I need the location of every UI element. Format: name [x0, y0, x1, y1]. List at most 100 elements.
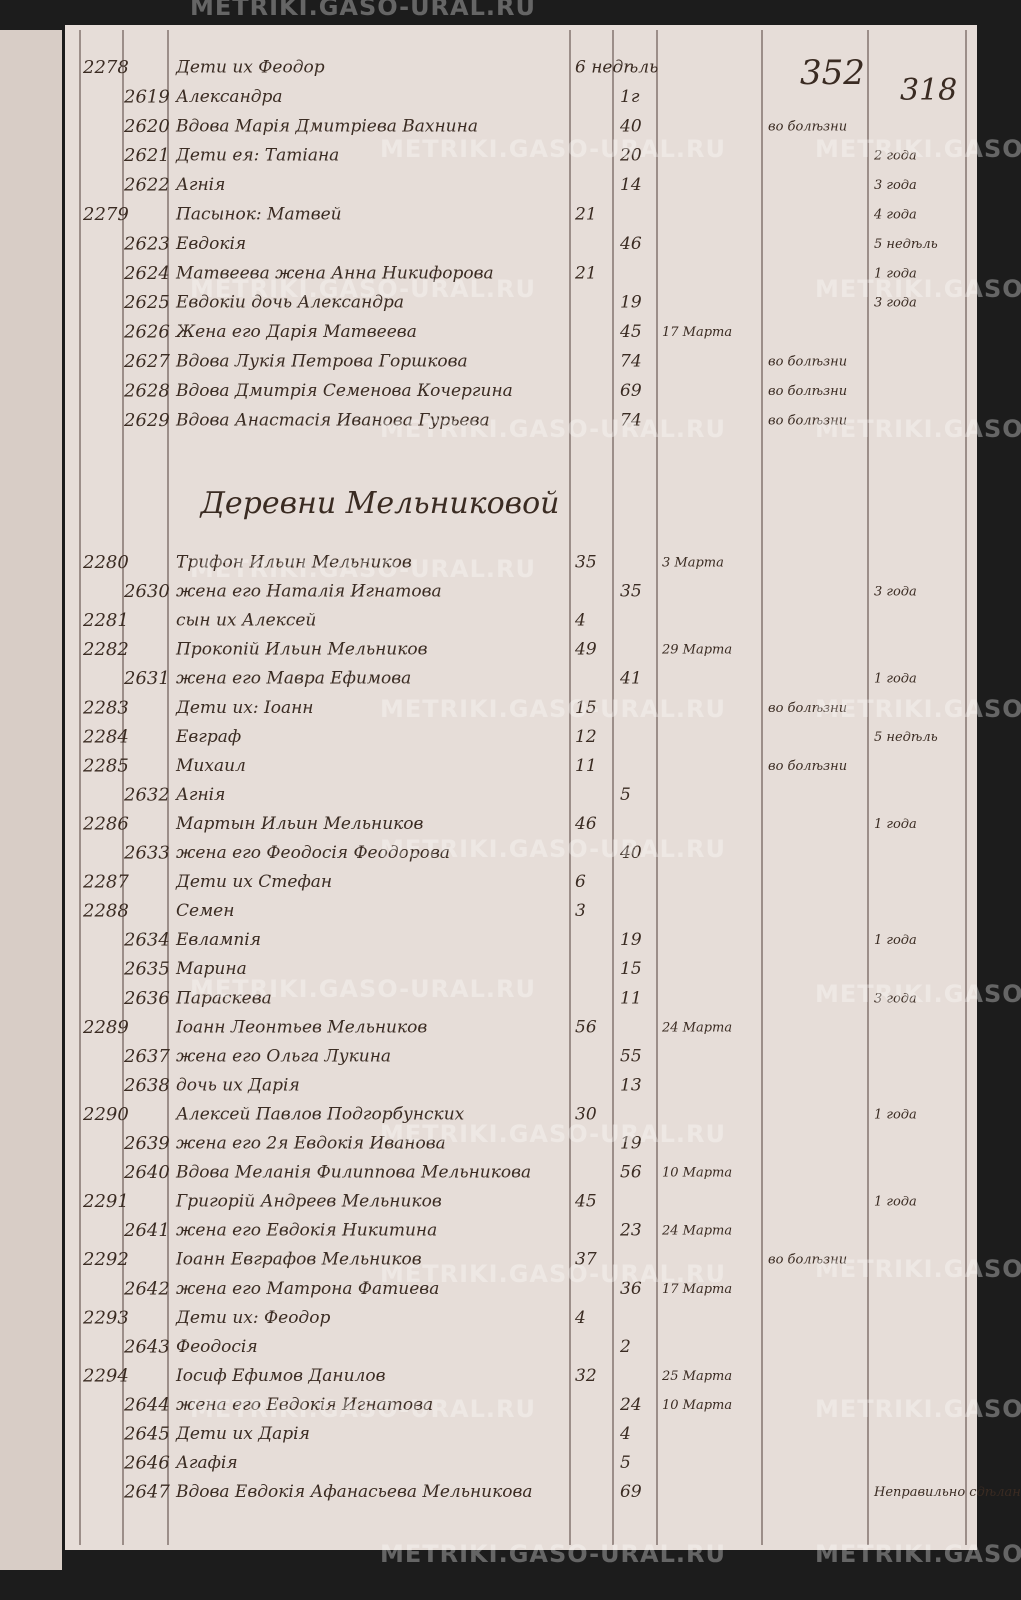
- cell-f-no: 2634: [123, 930, 170, 951]
- cell-f-no: 2624: [123, 263, 170, 284]
- cell-m-age: 56: [575, 1017, 597, 1037]
- cell-f-no: 2626: [123, 322, 170, 343]
- cell-f-no: 2619: [123, 86, 170, 107]
- cell-f-no: 2632: [123, 784, 170, 805]
- cell-note: во болѣзни: [768, 355, 847, 370]
- cell-f-age: 13: [620, 1075, 642, 1095]
- cell-f-no: 2646: [123, 1453, 170, 1474]
- cell-f-no: 2640: [123, 1162, 170, 1183]
- watermark: METRIKI.GASO-URAL.RU: [190, 0, 536, 21]
- cell-f-no: 2645: [123, 1424, 170, 1445]
- cell-note: во болѣзни: [768, 384, 847, 399]
- cell-m-no: 2286: [82, 813, 129, 834]
- cell-m-age: 4: [574, 1308, 586, 1328]
- cell-m-no: 2293: [82, 1307, 129, 1328]
- cell-name: Мартын Ильин Мельников: [175, 814, 424, 834]
- cell-m-age: 32: [575, 1366, 597, 1386]
- cell-m-no: 2287: [82, 872, 129, 893]
- cell-months: 4 года: [873, 208, 917, 223]
- cell-f-age: 69: [620, 381, 642, 401]
- cell-f-age: 56: [620, 1163, 642, 1183]
- watermark: METRIKI.GASO-URAL.RU: [190, 555, 536, 583]
- cell-name: Дети ея: Татіана: [175, 146, 339, 166]
- cell-f-age: 45: [619, 322, 642, 342]
- cell-f-age: 74: [620, 410, 642, 430]
- cell-name: Евдокія: [175, 234, 246, 254]
- cell-name: Матвеева жена Анна Никифорова: [175, 263, 494, 283]
- cell-m-no: 2291: [82, 1191, 129, 1212]
- cell-months: 1 года: [874, 817, 917, 832]
- cell-name: жена его Евдокія Игнатова: [176, 1395, 433, 1415]
- cell-f-no: 2623: [123, 233, 170, 254]
- column-rules: [79, 30, 967, 1545]
- cell-name: Дети их: Феодор: [175, 1308, 330, 1328]
- cell-f-age: 4: [619, 1424, 631, 1444]
- cell-name: Агафія: [175, 1453, 238, 1473]
- cell-f-age: 40: [619, 116, 642, 136]
- cell-name: жена его Мавра Ефимова: [176, 669, 411, 689]
- cell-months: 3 года: [874, 178, 917, 193]
- cell-name: Дети их Стефан: [175, 872, 332, 892]
- cell-f-age: 40: [619, 843, 642, 863]
- cell-m-age: 6 недѣль: [575, 58, 658, 78]
- cell-date: 24 Марта: [661, 1020, 732, 1035]
- cell-f-no: 2637: [123, 1046, 170, 1067]
- cell-name: Іоанн Евграфов Мельников: [175, 1250, 422, 1270]
- cell-name: Марина: [175, 959, 247, 979]
- watermark: METRIKI.GASO-URAL.RU: [815, 275, 1021, 303]
- cell-name: Евдокіи дочь Александра: [175, 293, 404, 313]
- section-heading: Деревни Мельниковой: [199, 486, 560, 521]
- cell-f-no: 2622: [123, 175, 170, 196]
- cell-months: 1 года: [874, 672, 917, 687]
- cell-name: жена его Наталія Игнатова: [176, 582, 442, 602]
- cell-f-age: 55: [620, 1046, 642, 1066]
- cell-f-no: 2636: [123, 988, 170, 1009]
- cell-m-no: 2282: [82, 639, 129, 660]
- watermark: METRIKI.GASO-URAL.RU: [815, 980, 1021, 1008]
- watermark: METRIKI.GASO-URAL.RU: [380, 1260, 726, 1288]
- cell-date: 3 Марта: [662, 556, 724, 571]
- cell-f-no: 2647: [123, 1482, 170, 1503]
- cell-f-age: 2: [619, 1337, 631, 1357]
- watermark: METRIKI.GASO-URAL.RU: [815, 415, 1021, 443]
- cell-name: Вдова Меланія Филиппова Мельникова: [175, 1163, 531, 1183]
- cell-name: Евлампія: [175, 930, 261, 950]
- watermark: METRIKI.GASO-URAL.RU: [815, 1395, 1021, 1423]
- old-page-number: 318: [900, 73, 957, 108]
- cell-m-age: 11: [575, 756, 597, 776]
- cell-note: во болѣзни: [768, 701, 847, 716]
- cell-name: дочь их Дарія: [176, 1075, 300, 1095]
- cell-name: Іосиф Ефимов Данилов: [175, 1366, 386, 1386]
- cell-date: 29 Марта: [661, 643, 732, 658]
- cell-f-age: 23: [619, 1221, 642, 1241]
- cell-months: Неправильно сдѣлано: [873, 1485, 1021, 1500]
- cell-m-age: 49: [574, 640, 597, 660]
- cell-name: Дети их Феодор: [175, 58, 325, 78]
- cell-months: 3 года: [874, 585, 917, 600]
- watermark: METRIKI.GASO-URAL.RU: [190, 275, 536, 303]
- cell-m-no: 2278: [82, 57, 129, 78]
- cell-f-age: 35: [620, 582, 642, 602]
- cell-m-no: 2294: [82, 1365, 129, 1386]
- cell-f-no: 2620: [123, 116, 170, 137]
- cell-f-no: 2642: [123, 1278, 170, 1299]
- cell-months: 5 недѣль: [874, 237, 938, 252]
- cell-f-age: 19: [620, 930, 642, 950]
- cell-name: Вдова Марія Дмитріева Вахнина: [175, 116, 478, 136]
- cell-m-no: 2281: [82, 610, 129, 631]
- cell-m-no: 2288: [82, 901, 129, 922]
- watermark: METRIKI.GASO-URAL.RU: [380, 835, 726, 863]
- page: [65, 25, 977, 1550]
- cell-m-age: 37: [575, 1250, 597, 1270]
- cell-date: 10 Марта: [662, 1166, 732, 1181]
- cell-name: Вдова Дмитрія Семенова Кочергина: [175, 381, 513, 401]
- cell-name: Григорій Андреев Мельников: [175, 1192, 442, 1212]
- cell-f-no: 2625: [123, 292, 170, 313]
- cell-m-age: 12: [575, 727, 597, 747]
- cell-f-no: 2643: [123, 1336, 170, 1357]
- cell-f-age: 41: [619, 669, 642, 689]
- cell-months: 5 недѣль: [874, 730, 938, 745]
- cell-f-age: 15: [620, 959, 642, 979]
